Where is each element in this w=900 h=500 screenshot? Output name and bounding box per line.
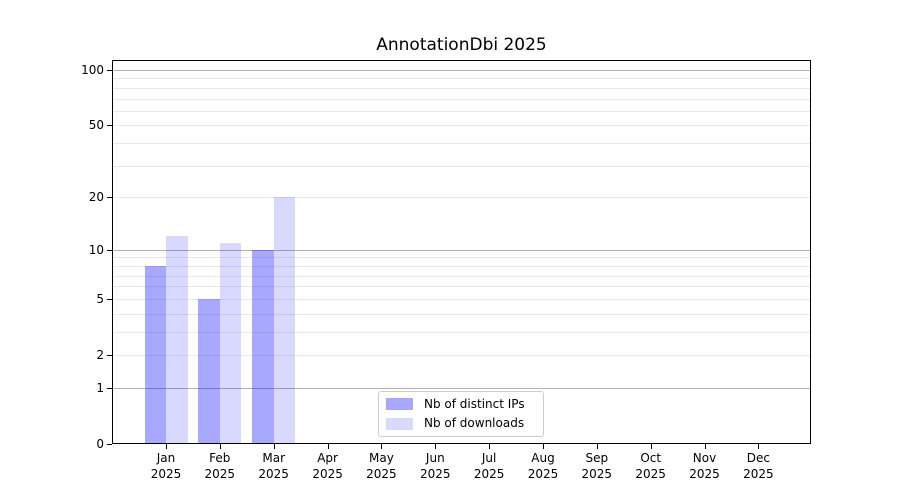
legend-label-downloads: Nb of downloads (424, 416, 525, 431)
xtick-label-jun: Jun 2025 (420, 451, 451, 481)
legend-row-downloads: Nb of downloads (386, 416, 535, 433)
legend-label-distinct-ips: Nb of distinct IPs (424, 396, 525, 411)
legend-swatch-distinct-ips (386, 398, 413, 411)
xtick-label-oct: Oct 2025 (635, 451, 666, 481)
ytick-mark-0 (107, 444, 112, 445)
ytick-label-50: 50 (88, 118, 104, 133)
ytick-mark-2 (107, 355, 112, 356)
gridline-minor-20 (113, 197, 810, 199)
xtick-label-jan: Jan 2025 (150, 451, 182, 481)
ytick-label-5: 5 (96, 291, 104, 306)
xtick-label-sep: Sep 2025 (581, 451, 613, 481)
gridline-minor-5 (113, 298, 810, 300)
ytick-label-1: 1 (96, 380, 104, 395)
gridline-minor-40 (113, 143, 810, 145)
xtick-mark-feb (219, 444, 221, 449)
bar-nb-of-downloads-mar (273, 197, 296, 443)
gridline-minor-7 (113, 275, 810, 277)
ytick-mark-5 (107, 298, 112, 300)
gridline-minor-80 (113, 87, 810, 89)
ytick-mark-50 (107, 125, 112, 127)
xtick-mark-jun (435, 444, 437, 449)
ytick-label-2: 2 (96, 348, 104, 362)
gridline-minor-3 (113, 331, 810, 333)
gridline-minor-2 (113, 355, 810, 356)
bar-nb-of-distinct-ips-mar (252, 249, 274, 443)
gridline-major-100 (113, 70, 810, 71)
ytick-label-10: 10 (88, 242, 104, 257)
gridline-minor-6 (113, 286, 810, 288)
xtick-mark-jan (166, 444, 167, 449)
legend-row-distinct-ips: Nb of distinct IPs (386, 396, 535, 413)
gridline-major-1 (113, 387, 810, 389)
xtick-mark-may (381, 444, 383, 449)
xtick-mark-sep (596, 444, 598, 449)
legend: Nb of distinct IPs Nb of downloads (378, 391, 544, 437)
xtick-label-may: May 2025 (366, 451, 397, 481)
ytick-label-20: 20 (88, 190, 104, 205)
ytick-label-100: 100 (81, 63, 104, 77)
gridline-minor-4 (113, 313, 810, 315)
xtick-mark-mar (273, 444, 275, 449)
ytick-mark-100 (107, 70, 112, 71)
gridline-minor-90 (113, 78, 810, 80)
xtick-mark-dec (758, 444, 760, 449)
xtick-label-mar: Mar 2025 (258, 451, 289, 481)
xtick-label-jul: Jul 2025 (473, 451, 505, 481)
xtick-label-apr: Apr 2025 (312, 451, 343, 481)
bar-nb-of-distinct-ips-jan (144, 265, 166, 443)
xtick-mark-jul (489, 444, 491, 449)
gridline-major-10 (113, 249, 810, 251)
gridline-minor-50 (113, 125, 810, 127)
ytick-mark-10 (107, 249, 112, 251)
gridline-minor-30 (113, 165, 810, 167)
ytick-mark-1 (107, 387, 112, 389)
bar-nb-of-distinct-ips-feb (198, 298, 220, 443)
legend-swatch-downloads (386, 417, 413, 430)
bar-nb-of-downloads-jan (166, 236, 188, 443)
xtick-label-nov: Nov 2025 (689, 451, 720, 481)
xtick-label-dec: Dec 2025 (743, 451, 774, 481)
gridline-minor-9 (113, 257, 810, 259)
gridline-minor-60 (113, 110, 810, 112)
ytick-label-0: 0 (96, 437, 104, 451)
xtick-label-feb: Feb 2025 (204, 451, 236, 481)
gridline-minor-8 (113, 265, 810, 267)
xtick-mark-oct (650, 444, 652, 449)
chart-title: AnnotationDbi 2025 (376, 35, 547, 55)
xtick-mark-apr (327, 444, 329, 449)
bar-nb-of-downloads-feb (219, 242, 242, 443)
ytick-mark-20 (107, 197, 112, 199)
xtick-mark-nov (704, 444, 706, 449)
xtick-mark-aug (543, 444, 544, 449)
xtick-label-aug: Aug 2025 (527, 451, 559, 481)
gridline-minor-70 (113, 98, 810, 100)
